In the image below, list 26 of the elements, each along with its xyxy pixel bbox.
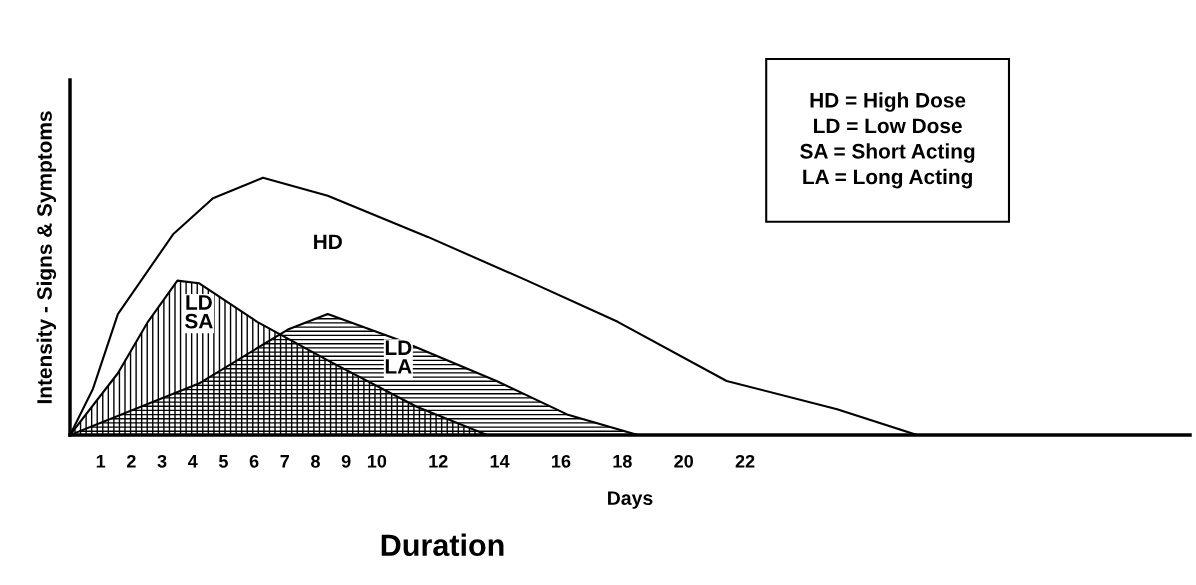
x-tick-label: 6 bbox=[249, 454, 259, 468]
text: SA = Short Acting bbox=[800, 143, 975, 163]
annotation: LA = Long Acting bbox=[803, 168, 972, 189]
series-label: LD LA bbox=[385, 340, 412, 374]
x-tick-label: 9 bbox=[341, 454, 351, 468]
x-tick-label: 4 bbox=[187, 455, 198, 468]
series-label: HD bbox=[314, 234, 342, 249]
x-tick-label: 16 bbox=[552, 454, 571, 468]
x-axis-title: Days bbox=[608, 491, 653, 509]
x-tick-label: 14 bbox=[490, 455, 510, 468]
series-label: LD SA bbox=[185, 295, 213, 329]
x-tick-label: 5 bbox=[218, 455, 228, 468]
x-tick-label: 1 bbox=[96, 455, 106, 468]
x-tick-label: 18 bbox=[613, 454, 632, 468]
x-tick-label: 3 bbox=[157, 454, 167, 468]
text: HD = High Dose bbox=[810, 92, 966, 112]
text: Duration bbox=[381, 533, 504, 557]
x-tick-label: 8 bbox=[311, 454, 320, 468]
x-tick-label: 2 bbox=[126, 454, 136, 468]
x-tick-label: 22 bbox=[735, 454, 755, 468]
y-axis-title: Intensity - Signs & Symptoms bbox=[36, 111, 57, 404]
x-tick-label: 12 bbox=[429, 454, 448, 468]
text: LD = Low Dose bbox=[814, 118, 962, 134]
x-tick-label: 20 bbox=[674, 454, 693, 468]
x-tick-label: 7 bbox=[280, 455, 290, 468]
x-tick-label: 10 bbox=[367, 454, 387, 468]
